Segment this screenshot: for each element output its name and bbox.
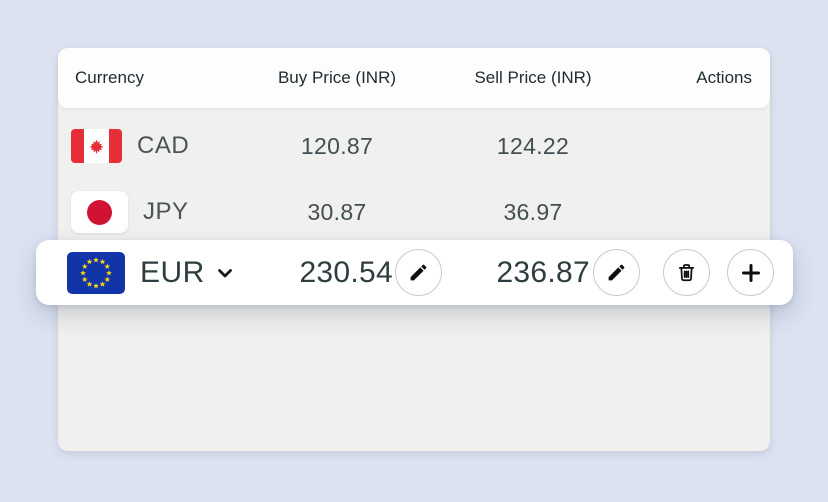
- plus-icon: [741, 263, 760, 282]
- currency-select[interactable]: EUR: [140, 240, 237, 305]
- buy-price-value: 120.87: [300, 132, 374, 159]
- edit-buy-price-button[interactable]: [395, 249, 442, 296]
- delete-row-button[interactable]: [663, 249, 710, 296]
- sell-price-value: 124.22: [496, 132, 570, 159]
- currency-code: JPY: [143, 198, 189, 225]
- sell-price-value: 36.97: [503, 198, 563, 225]
- pencil-icon: [410, 264, 427, 281]
- table-body: CAD 120.87 124.22 JPY 30.87 36.97: [58, 113, 770, 245]
- buy-price-value: 230.54: [299, 255, 393, 289]
- trash-icon: [678, 264, 695, 282]
- chevron-down-icon: [217, 268, 232, 277]
- edit-sell-price-button[interactable]: [593, 249, 640, 296]
- column-header-buy-price: Buy Price (INR): [277, 68, 397, 87]
- currency-code: CAD: [137, 132, 190, 159]
- column-header-currency: Currency: [75, 68, 144, 87]
- sell-price-value: 236.87: [496, 255, 590, 289]
- active-currency-row: EUR 230.54 236.87: [36, 240, 793, 305]
- buy-price-value: 30.87: [307, 198, 367, 225]
- buy-price-cell: 230.54: [236, 240, 393, 305]
- currency-cell: JPY: [58, 191, 248, 233]
- table-row-jpy: JPY 30.87 36.97: [58, 179, 770, 245]
- table-header: Currency Buy Price (INR) Sell Price (INR…: [58, 48, 770, 108]
- japan-flag-icon: [71, 191, 128, 233]
- column-header-sell-price: Sell Price (INR): [474, 68, 592, 87]
- eu-flag-icon: [67, 251, 125, 294]
- currency-cell: CAD: [58, 129, 248, 163]
- currency-code: EUR: [140, 255, 205, 289]
- canada-flag-icon: [71, 129, 122, 163]
- column-header-actions: Actions: [696, 68, 752, 87]
- add-row-button[interactable]: [727, 249, 774, 296]
- table-row-cad: CAD 120.87 124.22: [58, 113, 770, 179]
- flag-cell: [67, 240, 125, 305]
- sell-price-cell: 236.87: [438, 240, 590, 305]
- pencil-icon: [608, 264, 625, 281]
